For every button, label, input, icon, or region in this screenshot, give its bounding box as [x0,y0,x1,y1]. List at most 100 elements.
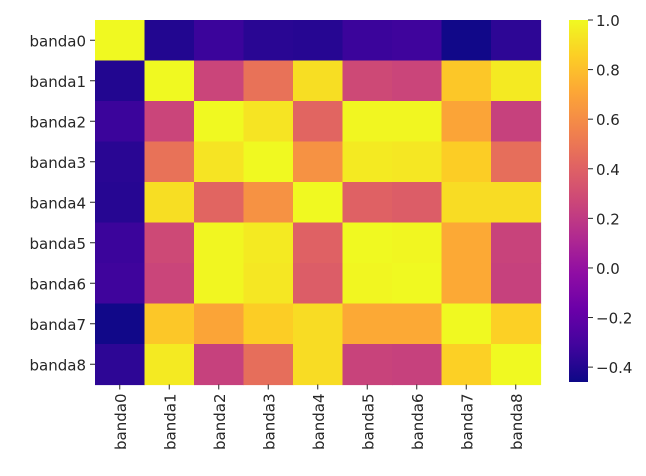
heatmap-cell-banda1-banda6 [392,60,443,102]
heatmap-cell-banda0-banda3 [243,20,294,62]
heatmap-cell-banda8-banda2 [194,344,245,386]
heatmap-cell-banda8-banda8 [491,344,542,386]
heatmap-cell-banda7-banda1 [144,303,195,345]
y-tick-label: banda8 [30,356,86,374]
heatmap-cell-banda2-banda1 [144,101,195,143]
heatmap-cell-banda4-banda8 [491,182,542,224]
heatmap-cell-banda6-banda3 [243,263,294,305]
heatmap-cell-banda7-banda5 [342,303,393,345]
heatmap-cell-banda1-banda4 [293,60,344,102]
heatmap-cell-banda0-banda4 [293,20,344,62]
heatmap-cell-banda0-banda6 [392,20,443,62]
heatmap-cell-banda1-banda8 [491,60,542,102]
colorbar-tick-label: 0.2 [596,210,620,228]
heatmap-cell-banda3-banda1 [144,141,195,183]
heatmap-cell-banda3-banda2 [194,141,245,183]
heatmap-cell-banda6-banda1 [144,263,195,305]
x-tick-label: banda1 [161,394,179,450]
heatmap-cell-banda0-banda7 [441,20,492,62]
x-tick-label: banda3 [260,394,278,450]
heatmap-cell-banda2-banda5 [342,101,393,143]
y-tick-label: banda6 [30,275,86,293]
heatmap-cell-banda2-banda7 [441,101,492,143]
heatmap-cell-banda7-banda4 [293,303,344,345]
x-tick-label: banda4 [310,394,328,450]
heatmap-cell-banda4-banda4 [293,182,344,224]
heatmap-cell-banda3-banda6 [392,141,443,183]
y-tick-label: banda7 [30,316,86,334]
heatmap-cell-banda2-banda2 [194,101,245,143]
heatmap-cell-banda1-banda5 [342,60,393,102]
colorbar-tick-label: −0.4 [596,359,632,377]
x-tick-label: banda2 [211,394,229,450]
y-tick-label: banda3 [30,154,86,172]
heatmap-cell-banda3-banda8 [491,141,542,183]
heatmap-cell-banda6-banda4 [293,263,344,305]
y-tick-label: banda4 [30,194,86,212]
heatmap-cell-banda1-banda2 [194,60,245,102]
heatmap-cell-banda7-banda8 [491,303,542,345]
x-tick-label: banda6 [409,394,427,450]
heatmap-cell-banda5-banda8 [491,222,542,264]
heatmap-cell-banda2-banda8 [491,101,542,143]
heatmap-cell-banda3-banda4 [293,141,344,183]
heatmap-cell-banda8-banda6 [392,344,443,386]
heatmap-cell-banda1-banda0 [95,60,146,102]
heatmap-cell-banda5-banda0 [95,222,146,264]
heatmap-cell-banda2-banda0 [95,101,146,143]
heatmap-cell-banda7-banda7 [441,303,492,345]
colorbar [569,20,588,382]
heatmap-cell-banda6-banda5 [342,263,393,305]
x-tick-label: banda5 [359,394,377,450]
heatmap-cell-banda8-banda5 [342,344,393,386]
heatmap-cell-banda0-banda1 [144,20,195,62]
heatmap-cell-banda3-banda5 [342,141,393,183]
heatmap-cell-banda8-banda3 [243,344,294,386]
heatmap-cell-banda4-banda7 [441,182,492,224]
heatmap-cell-banda5-banda7 [441,222,492,264]
heatmap-cell-banda0-banda8 [491,20,542,62]
x-tick-label: banda8 [508,394,526,450]
heatmap-cell-banda1-banda3 [243,60,294,102]
heatmap-cell-banda7-banda2 [194,303,245,345]
heatmap-cell-banda6-banda6 [392,263,443,305]
heatmap-cell-banda6-banda7 [441,263,492,305]
heatmap-cell-banda4-banda3 [243,182,294,224]
heatmap-cell-banda4-banda1 [144,182,195,224]
heatmap-cell-banda2-banda6 [392,101,443,143]
x-tick-label: banda7 [458,394,476,450]
heatmap-cell-banda7-banda3 [243,303,294,345]
y-tick-label: banda0 [30,32,86,50]
colorbar-tick-label: 0.0 [596,260,620,278]
heatmap-cell-banda8-banda0 [95,344,146,386]
heatmap-cell-banda4-banda5 [342,182,393,224]
x-tick-label: banda0 [112,394,130,450]
heatmap-cell-banda6-banda2 [194,263,245,305]
heatmap-cell-banda3-banda7 [441,141,492,183]
heatmap-cell-banda5-banda6 [392,222,443,264]
heatmap-cell-banda0-banda0 [95,20,146,62]
heatmap-cell-banda5-banda5 [342,222,393,264]
heatmap-cell-banda5-banda1 [144,222,195,264]
heatmap-cell-banda6-banda8 [491,263,542,305]
heatmap-cell-banda4-banda2 [194,182,245,224]
colorbar-tick-label: 0.6 [596,111,620,129]
heatmap-cell-banda2-banda4 [293,101,344,143]
heatmap-cell-banda1-banda1 [144,60,195,102]
heatmap-cell-banda3-banda0 [95,141,146,183]
heatmap-cell-banda0-banda2 [194,20,245,62]
heatmap-cell-banda3-banda3 [243,141,294,183]
y-tick-label: banda5 [30,235,86,253]
heatmap-cell-banda6-banda0 [95,263,146,305]
heatmap-cell-banda7-banda6 [392,303,443,345]
heatmap-cell-banda8-banda4 [293,344,344,386]
heatmap-cell-banda8-banda1 [144,344,195,386]
heatmap-cell-banda5-banda3 [243,222,294,264]
heatmap-cell-banda4-banda0 [95,182,146,224]
heatmap-cell-banda7-banda0 [95,303,146,345]
y-tick-label: banda2 [30,113,86,131]
heatmap-cell-banda0-banda5 [342,20,393,62]
heatmap-cell-banda4-banda6 [392,182,443,224]
